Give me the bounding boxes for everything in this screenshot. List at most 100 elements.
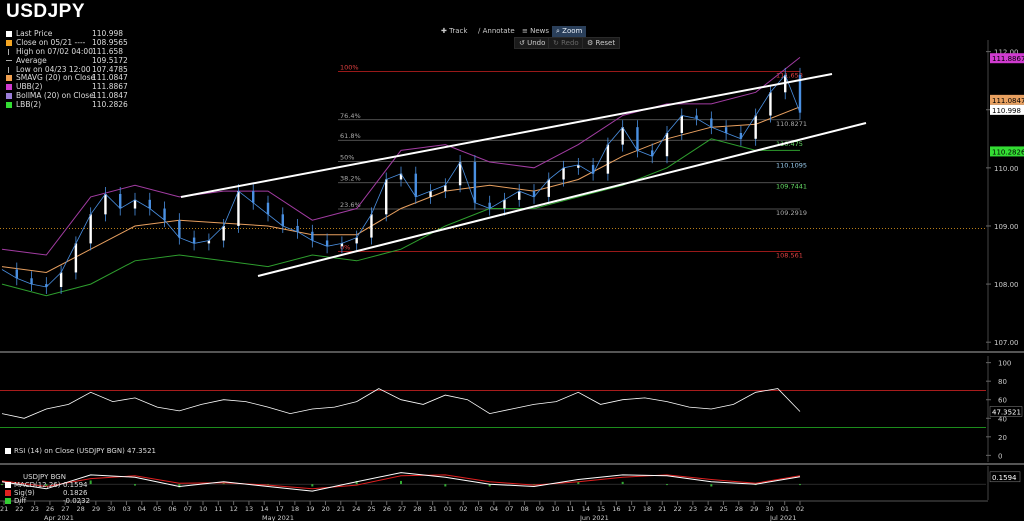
price-candle: [252, 191, 255, 203]
macd-panel[interactable]: 0.1594: [0, 466, 1021, 500]
price-panel[interactable]: 100% 111.658 76.4% 110.8271 61.8% 110.475 50% 1…: [0, 40, 1024, 350]
macd-legend-label: MACD(12,26): [14, 481, 61, 489]
rsi-swatch: [5, 448, 11, 454]
channel-upper-line[interactable]: [180, 73, 833, 198]
y-tick-label: 112.00: [994, 49, 1019, 57]
macd-histogram-bar: [45, 484, 48, 487]
macd-histogram-bar: [222, 483, 225, 485]
x-tick-label: 30: [765, 505, 773, 513]
x-tick-label: 05: [153, 505, 161, 513]
x-tick-label: 13: [245, 505, 253, 513]
fib-level-label: 0%: [340, 243, 350, 251]
y-tick-label: 108.00: [994, 281, 1019, 289]
toolbar-track-button[interactable]: ✚ Track: [437, 26, 471, 36]
fib-level-label: 38.2%: [340, 175, 361, 183]
legend-item: LBB(2) 110.2826: [6, 100, 128, 110]
legend-item: SMAVG (20) on Close 111.0847: [6, 73, 128, 83]
legend-value: 111.8867: [92, 82, 128, 92]
fib-level-value: 108.561: [776, 251, 803, 259]
toolbar-button-label: Annotate: [482, 27, 515, 35]
macd-swatch: [5, 482, 11, 488]
rsi-y-tick-label: 80: [998, 378, 1007, 386]
toolbar-button-label: Reset: [595, 39, 616, 47]
fib-level-value: 109.7441: [776, 183, 807, 191]
rsi-y-tick-label: 40: [998, 415, 1007, 423]
macd-line: [1, 472, 801, 492]
x-tick-label: 26: [46, 505, 54, 513]
macd-title: USDJPY BGN: [23, 473, 66, 481]
legend-label: Average: [16, 55, 47, 65]
square-icon: [6, 39, 12, 46]
price-candle: [769, 92, 772, 116]
price-candle: [89, 214, 92, 244]
legend-value: 107.4785: [92, 64, 128, 74]
legend-item: Last Price 110.998: [6, 29, 123, 39]
toolbar-undo-button[interactable]: ↺ Undo: [514, 37, 551, 49]
toolbar-button-label: Redo: [561, 39, 579, 47]
macd-histogram-bar: [666, 484, 668, 486]
channel-lower-line[interactable]: [257, 122, 867, 277]
fib-level-value: 111.658: [776, 71, 803, 79]
rsi-label-text: RSI (14) on Close (USDJPY BGN) 47.3521: [14, 447, 156, 455]
legend-label: UBB(2): [16, 82, 43, 92]
price-candle: [591, 164, 595, 174]
x-tick-label: 08: [520, 505, 528, 513]
price-candle: [606, 144, 610, 174]
undo-icon: ↺: [519, 39, 528, 47]
x-tick-label: 17: [628, 505, 636, 513]
price-candle: [710, 118, 713, 128]
price-candle: [695, 115, 698, 119]
axis-value-badge: [990, 146, 1024, 157]
macd-swatch: [5, 498, 11, 504]
price-candle: [488, 202, 491, 209]
rsi-plot: 100 80 60 40 20 0 47.3521: [0, 360, 1023, 460]
x-month-label: Jun 2021: [579, 514, 609, 521]
price-candle: [45, 284, 48, 287]
legend-value: 110.998: [92, 29, 124, 38]
x-tick-label: 16: [612, 505, 620, 513]
macd-legend-value: 0.1826: [63, 489, 88, 497]
x-tick-label: 10: [551, 505, 559, 513]
toolbar-button-label: Track: [449, 27, 468, 35]
fib-level-label: 100%: [340, 63, 359, 71]
legend-item: Average 109.5172: [6, 55, 128, 66]
legend-value: 109.5172: [92, 55, 128, 65]
x-month-label: Apr 2021: [44, 514, 74, 521]
news-icon: ≡: [522, 27, 531, 35]
macd-histogram-bar: [355, 480, 358, 485]
x-tick-label: 30: [107, 505, 115, 513]
toolbar-zoom-button[interactable]: ⌕ Zoom: [552, 26, 587, 37]
legend-value: 110.2826: [92, 100, 128, 110]
price-candle: [665, 132, 669, 157]
toolbar-annotate-button[interactable]: ∕ Annotate: [474, 26, 519, 36]
price-candle: [651, 150, 654, 157]
price-candle: [562, 167, 565, 180]
fib-level-value: 110.8271: [776, 120, 807, 128]
fib-level-label: 50%: [340, 153, 354, 161]
x-tick-label: 18: [643, 505, 651, 513]
x-month-label: Jul 2021: [769, 514, 796, 521]
toolbar-reset-button[interactable]: ⚙ Reset: [582, 37, 621, 49]
x-tick-label: 01: [444, 505, 452, 513]
x-tick-label: 14: [582, 505, 590, 513]
legend-label: LBB(2): [16, 100, 42, 110]
fib-level-value: 110.475: [776, 140, 803, 148]
toolbar-news-button[interactable]: ≡ News: [518, 26, 553, 36]
price-candle: [266, 202, 270, 215]
x-tick-label: 07: [184, 505, 192, 513]
square-icon: [6, 102, 12, 109]
legend-label: Low on 04/23 12:00: [16, 64, 91, 74]
price-candle: [399, 173, 403, 180]
price-candle: [444, 185, 447, 192]
legend-label: SMAVG (20) on Close: [16, 73, 96, 83]
toolbar-button-label: News: [530, 27, 550, 35]
chart-title: USDJPY: [6, 1, 86, 22]
macd-histogram-bar: [311, 484, 314, 487]
price-candle: [724, 127, 728, 133]
rsi-panel[interactable]: 100 80 60 40 20 0 47.3521: [0, 356, 1023, 462]
track-icon: ✚: [441, 27, 450, 35]
price-candle: [355, 237, 358, 244]
toolbar-redo-button[interactable]: ↻ Redo: [548, 37, 584, 49]
toolbar-button-label: Zoom: [562, 27, 583, 35]
